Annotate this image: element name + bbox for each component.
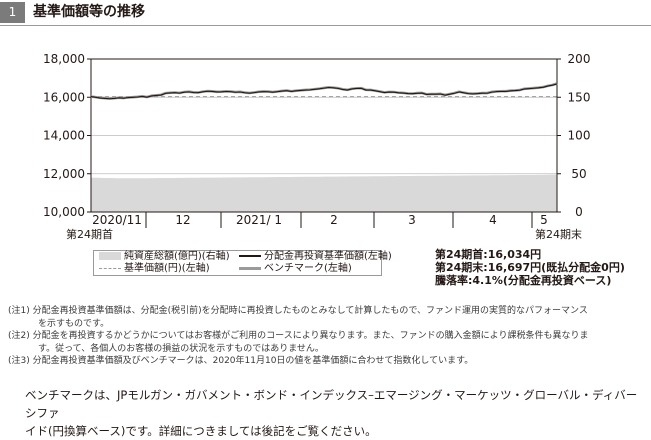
- summary-end: 第24期末:16,697円(既払分配金0円): [435, 261, 625, 274]
- right-axis-tick-label: 0: [575, 205, 583, 219]
- left-axis-tick-label: 16,000: [43, 90, 85, 104]
- legend-swatch-line: [239, 255, 261, 257]
- x-axis-tick-label: 2: [330, 213, 338, 227]
- performance-summary: 第24期首:16,034円 第24期末:16,697円(既払分配金0円) 騰落率…: [435, 248, 625, 287]
- legend-label: 分配金再投資基準価額(左軸): [264, 251, 392, 262]
- net-assets-area: [91, 174, 557, 212]
- legend-swatch-line: [239, 266, 261, 270]
- legend-swatch-dashed: [99, 267, 121, 269]
- footnotes: (注1) 分配金再投資基準価額は、分配金(税引前)を分配時に再投資したものとみな…: [8, 305, 648, 368]
- note-2: (注2) 分配金を再投資するかどうかについてはお客様がご利用のコースにより異なり…: [8, 331, 589, 341]
- chart-legend: 純資産総額(億円)(右軸) 分配金再投資基準価額(左軸) 基準価額(円)(左軸)…: [93, 250, 392, 276]
- right-axis-tick-label: 50: [571, 167, 586, 181]
- section-header: 1 基準価額等の推移: [0, 0, 651, 26]
- legend-label: 純資産総額(億円)(右軸): [124, 251, 230, 262]
- legend-label: ベンチマーク(左軸): [264, 263, 352, 274]
- left-axis-tick-label: 14,000: [43, 129, 85, 143]
- benchmark-line-2: イド(円換算ベース)です。詳細につきましては後記をご覧ください。: [25, 424, 377, 438]
- left-axis-tick-label: 10,000: [43, 205, 85, 219]
- summary-return: 騰落率:4.1%(分配金再投資ベース): [435, 274, 612, 287]
- x-axis-tick-label: 2021/ 1: [236, 213, 282, 227]
- section-title: 基準価額等の推移: [33, 4, 145, 20]
- x-axis-tick-label: 12: [175, 213, 190, 227]
- right-axis-tick-label: 200: [568, 52, 591, 66]
- legend-item-benchmark: ベンチマーク(左軸): [239, 263, 352, 275]
- x-axis-tick-label: 5: [540, 213, 548, 227]
- period-start-label: 第24期首: [66, 227, 113, 241]
- nav-chart: 18,000 16,000 14,000 12,000 10,000 200 150 100 5…: [43, 52, 591, 241]
- header-rule: [0, 25, 651, 26]
- left-axis-tick-label: 18,000: [43, 52, 85, 66]
- note-1-cont: を示すものです。: [38, 318, 110, 329]
- benchmark-description: ベンチマークは、JPモルガン・ガバメント・ボンド・インデックス–エマージング・マ…: [25, 386, 641, 440]
- left-axis-tick-label: 12,000: [43, 167, 85, 181]
- x-axis-tick-label: 2020/11: [92, 213, 142, 227]
- x-axis-tick-label: 4: [489, 213, 497, 227]
- legend-item-nav: 基準価額(円)(左軸): [99, 263, 210, 275]
- reinvested-nav-line: [90, 83, 558, 100]
- right-axis-tick-label: 100: [568, 129, 591, 143]
- legend-swatch-area: [99, 252, 121, 260]
- legend-item-net-assets: 純資産総額(億円)(右軸): [99, 251, 230, 263]
- benchmark-line-1: ベンチマークは、JPモルガン・ガバメント・ボンド・インデックス–エマージング・マ…: [25, 388, 638, 420]
- x-axis-tick-label: 3: [408, 213, 416, 227]
- legend-label: 基準価額(円)(左軸): [124, 263, 210, 274]
- note-3: (注3) 分配金再投資基準価額及びベンチマークは、2020年11月10日の値を基…: [8, 356, 474, 366]
- period-end-label: 第24期末: [535, 227, 582, 241]
- note-2-cont: す。従って、各個人のお客様の損益の状況を示すものではありません。: [38, 343, 324, 354]
- right-axis-tick-label: 150: [568, 90, 591, 104]
- note-1: (注1) 分配金再投資基準価額は、分配金(税引前)を分配時に再投資したものとみな…: [8, 306, 588, 316]
- summary-start: 第24期首:16,034円: [435, 248, 542, 261]
- section-number: 1: [0, 2, 25, 23]
- legend-item-reinvested-nav: 分配金再投資基準価額(左軸): [239, 251, 392, 263]
